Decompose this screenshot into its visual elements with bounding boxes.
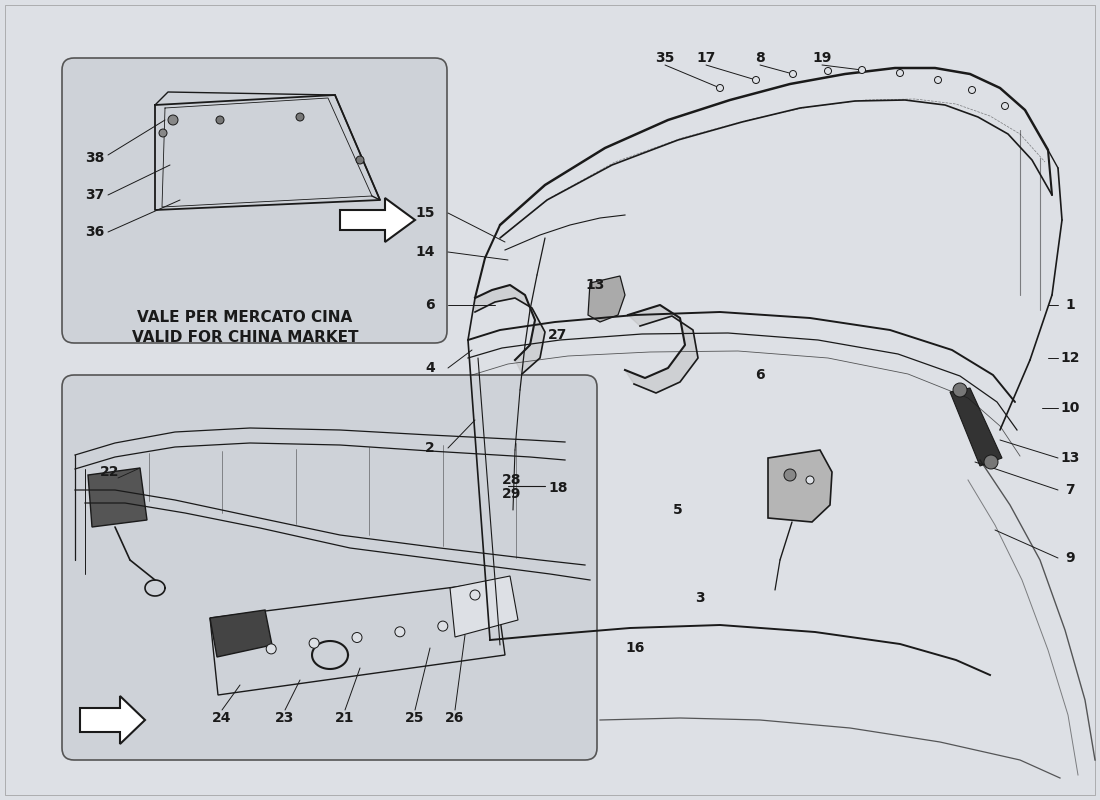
Text: 38: 38 xyxy=(86,151,104,165)
Text: 35: 35 xyxy=(656,51,674,65)
Text: 13: 13 xyxy=(585,278,605,292)
Circle shape xyxy=(968,86,976,94)
Polygon shape xyxy=(950,388,1002,466)
Text: 5: 5 xyxy=(673,503,683,517)
Text: 21: 21 xyxy=(336,711,354,725)
Text: 7: 7 xyxy=(1065,483,1075,497)
Text: 37: 37 xyxy=(86,188,104,202)
Text: 6: 6 xyxy=(426,298,434,312)
Circle shape xyxy=(716,85,724,91)
Circle shape xyxy=(790,70,796,78)
Text: VALE PER MERCATO CINA: VALE PER MERCATO CINA xyxy=(138,310,353,326)
Circle shape xyxy=(858,66,866,74)
Circle shape xyxy=(309,638,319,648)
Text: 2: 2 xyxy=(426,441,434,455)
Text: 13: 13 xyxy=(1060,451,1080,465)
Circle shape xyxy=(168,115,178,125)
Circle shape xyxy=(806,476,814,484)
Text: 4: 4 xyxy=(426,361,434,375)
Text: 17: 17 xyxy=(696,51,716,65)
Polygon shape xyxy=(768,450,832,522)
Text: 3: 3 xyxy=(695,591,705,605)
Polygon shape xyxy=(450,576,518,637)
Circle shape xyxy=(752,77,759,83)
Circle shape xyxy=(896,70,903,77)
Circle shape xyxy=(395,627,405,637)
Polygon shape xyxy=(80,696,145,744)
Polygon shape xyxy=(88,468,147,527)
FancyBboxPatch shape xyxy=(62,375,597,760)
Text: 23: 23 xyxy=(275,711,295,725)
Text: 15: 15 xyxy=(416,206,434,220)
Text: 36: 36 xyxy=(86,225,104,239)
Text: 8: 8 xyxy=(755,51,764,65)
Text: 10: 10 xyxy=(1060,401,1080,415)
Circle shape xyxy=(825,67,832,74)
Circle shape xyxy=(984,455,998,469)
Text: 18: 18 xyxy=(548,481,568,495)
Text: 16: 16 xyxy=(625,641,645,655)
Circle shape xyxy=(266,644,276,654)
Circle shape xyxy=(784,469,796,481)
Circle shape xyxy=(296,113,304,121)
Polygon shape xyxy=(210,610,272,657)
Text: 1: 1 xyxy=(1065,298,1075,312)
Polygon shape xyxy=(210,582,505,695)
Circle shape xyxy=(356,156,364,164)
Text: 28: 28 xyxy=(503,473,521,487)
Text: 27: 27 xyxy=(548,328,568,342)
FancyBboxPatch shape xyxy=(62,58,447,343)
Circle shape xyxy=(352,633,362,642)
Circle shape xyxy=(160,129,167,137)
Circle shape xyxy=(935,77,942,83)
Polygon shape xyxy=(588,276,625,322)
Circle shape xyxy=(216,116,224,124)
Text: 6: 6 xyxy=(756,368,764,382)
Circle shape xyxy=(953,383,967,397)
Text: 12: 12 xyxy=(1060,351,1080,365)
Text: 24: 24 xyxy=(212,711,232,725)
Circle shape xyxy=(438,621,448,631)
Text: 9: 9 xyxy=(1065,551,1075,565)
Text: 22: 22 xyxy=(100,465,120,479)
Polygon shape xyxy=(475,285,544,374)
Circle shape xyxy=(470,590,480,600)
Text: 14: 14 xyxy=(416,245,434,259)
Text: 26: 26 xyxy=(446,711,464,725)
Polygon shape xyxy=(625,305,698,393)
Polygon shape xyxy=(340,198,415,242)
Text: 19: 19 xyxy=(812,51,832,65)
Text: VALID FOR CHINA MARKET: VALID FOR CHINA MARKET xyxy=(132,330,359,346)
Text: 25: 25 xyxy=(405,711,425,725)
Text: 29: 29 xyxy=(503,487,521,501)
Circle shape xyxy=(1001,102,1009,110)
